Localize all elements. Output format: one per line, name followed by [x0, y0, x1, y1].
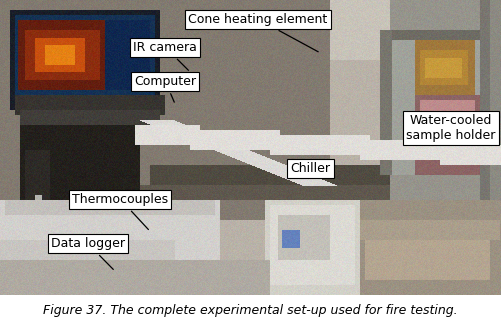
Text: Water-cooled
sample holder: Water-cooled sample holder [406, 114, 495, 143]
Text: Computer: Computer [134, 75, 196, 102]
Text: Figure 37. The complete experimental set-up used for fire testing.: Figure 37. The complete experimental set… [43, 304, 458, 317]
Text: Data logger: Data logger [51, 237, 125, 269]
Text: IR camera: IR camera [133, 41, 197, 70]
Text: Chiller: Chiller [291, 162, 331, 175]
Text: Thermocouples: Thermocouples [72, 193, 168, 230]
Text: Cone heating element: Cone heating element [188, 13, 328, 52]
